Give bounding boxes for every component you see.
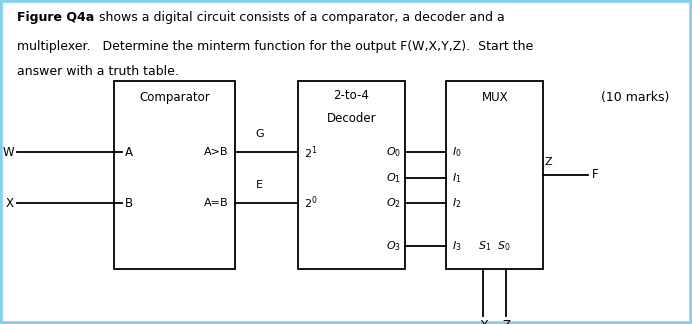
Bar <box>114 81 235 269</box>
Text: F: F <box>592 168 599 181</box>
Text: Y: Y <box>480 319 486 324</box>
Text: $2^1$: $2^1$ <box>304 144 318 161</box>
Bar <box>446 81 543 269</box>
Text: Z: Z <box>545 157 552 167</box>
Text: $O_1$: $O_1$ <box>386 171 401 185</box>
Text: Figure Q4a: Figure Q4a <box>17 11 95 24</box>
Text: $I_1$: $I_1$ <box>452 171 462 185</box>
Text: (10 marks): (10 marks) <box>601 91 670 104</box>
Text: $O_0$: $O_0$ <box>386 145 401 159</box>
Text: Comparator: Comparator <box>139 91 210 104</box>
Text: $O_3$: $O_3$ <box>386 239 401 253</box>
Text: $I_3$: $I_3$ <box>452 239 462 253</box>
Text: 2-to-4: 2-to-4 <box>334 89 369 102</box>
Text: A>B: A>B <box>204 147 228 157</box>
Text: $S_1$  $S_0$: $S_1$ $S_0$ <box>478 239 511 253</box>
Text: answer with a truth table.: answer with a truth table. <box>17 65 179 78</box>
Text: E: E <box>256 180 263 190</box>
Text: X: X <box>6 197 14 210</box>
Text: $O_2$: $O_2$ <box>386 196 401 210</box>
Text: A: A <box>125 146 133 159</box>
Text: Decoder: Decoder <box>327 112 376 125</box>
Text: A=B: A=B <box>203 198 228 208</box>
Text: MUX: MUX <box>482 91 508 104</box>
Text: Z: Z <box>502 319 511 324</box>
Text: shows a digital circuit consists of a comparator, a decoder and a: shows a digital circuit consists of a co… <box>95 11 504 24</box>
Text: $I_2$: $I_2$ <box>452 196 462 210</box>
Text: $I_0$: $I_0$ <box>452 145 462 159</box>
Text: G: G <box>255 130 264 139</box>
Text: B: B <box>125 197 133 210</box>
Text: multiplexer.   Determine the minterm function for the output F(W,X,Y,Z).  Start : multiplexer. Determine the minterm funct… <box>17 40 534 52</box>
Text: $2^0$: $2^0$ <box>304 195 318 212</box>
Text: W: W <box>2 146 14 159</box>
Bar <box>298 81 405 269</box>
